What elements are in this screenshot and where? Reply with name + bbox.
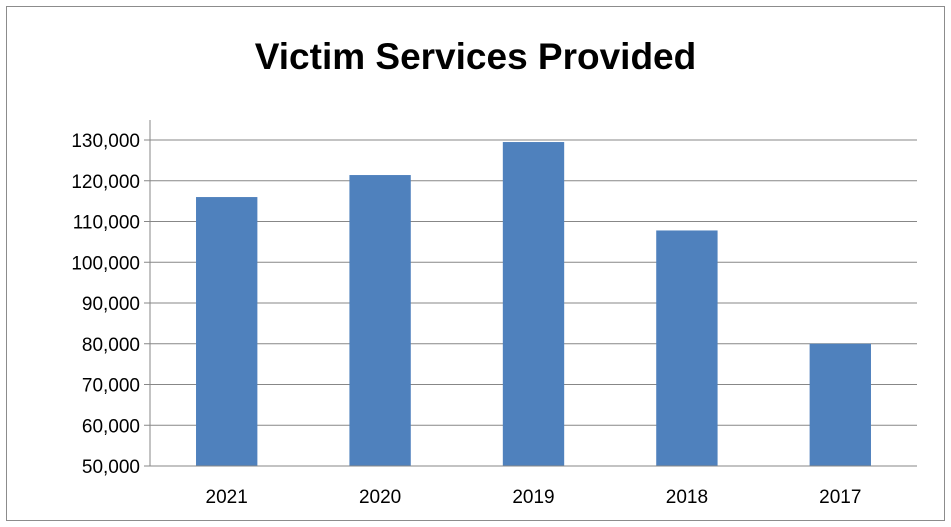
y-tick-label: 100,000 bbox=[71, 253, 140, 274]
y-tick-labels: 50,000 60,000 70,000 80,000 90,000 100,000 110… bbox=[71, 131, 140, 478]
y-tick-label: 80,000 bbox=[82, 335, 140, 356]
x-tick-labels: 2021 2020 2019 2018 2017 bbox=[206, 487, 862, 508]
bar-2017 bbox=[809, 343, 871, 466]
axes bbox=[144, 120, 917, 467]
y-tick-label: 110,000 bbox=[73, 213, 140, 234]
chart-frame bbox=[6, 6, 945, 521]
x-tick-label: 2017 bbox=[819, 487, 861, 508]
bar-2019 bbox=[502, 142, 565, 466]
y-tick-label: 90,000 bbox=[82, 294, 140, 315]
x-tick-label: 2019 bbox=[512, 487, 554, 508]
bar-2020 bbox=[349, 175, 411, 467]
y-tick-label: 130,000 bbox=[71, 131, 140, 152]
bar-2021 bbox=[196, 197, 258, 467]
bars bbox=[196, 142, 871, 467]
y-tick-label: 120,000 bbox=[71, 172, 140, 193]
x-tick-label: 2018 bbox=[666, 487, 708, 508]
y-tick-label: 60,000 bbox=[82, 416, 140, 437]
x-tick-label: 2020 bbox=[359, 487, 401, 508]
y-tick-label: 70,000 bbox=[82, 376, 140, 397]
bar-2018 bbox=[656, 230, 718, 466]
y-tick-label: 50,000 bbox=[82, 457, 140, 478]
x-tick-label: 2021 bbox=[206, 487, 248, 508]
chart-title: Victim Services Provided bbox=[254, 36, 697, 77]
